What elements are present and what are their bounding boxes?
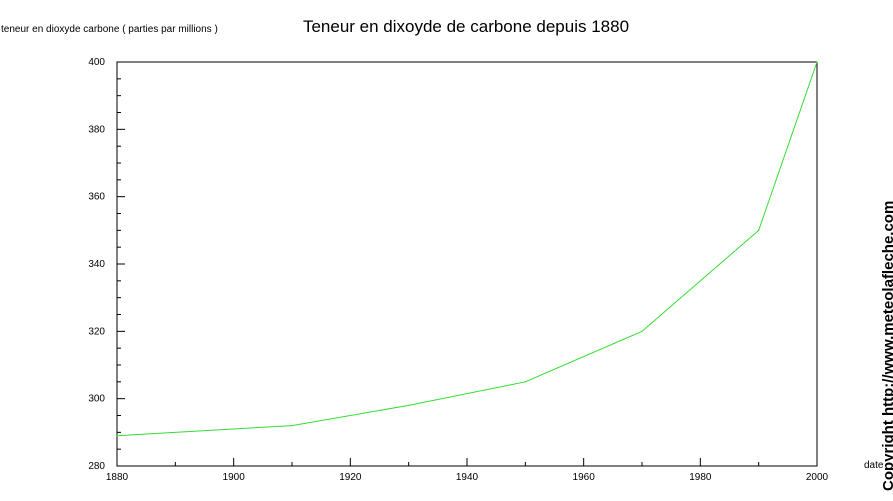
x-tick-label: 1980 (689, 472, 712, 483)
co2-data-point (524, 381, 526, 383)
x-tick-label: 1900 (223, 472, 246, 483)
y-tick-label: 280 (88, 461, 105, 472)
x-tick-label: 2000 (806, 472, 829, 483)
y-tick-label: 400 (88, 57, 105, 68)
x-tick-label: 1920 (339, 472, 362, 483)
co2-data-point (758, 229, 760, 231)
co2-data-point (641, 330, 643, 332)
y-tick-label: 340 (88, 259, 105, 270)
x-tick-label: 1960 (573, 472, 596, 483)
co2-data-point (816, 61, 818, 63)
x-axis-ticks: 1880 1900 1920 1940 1960 1980 2000 (106, 458, 829, 483)
co2-data-point (116, 435, 118, 437)
copyright-watermark: Copyright http://www.meteolafleche.com (880, 201, 893, 491)
x-axis-label: date (864, 460, 884, 471)
y-tick-label: 320 (88, 326, 105, 337)
series-layer (116, 61, 818, 437)
chart-title: Teneur en dixoyde de carbone depuis 1880 (303, 17, 629, 36)
co2-data-point (408, 404, 410, 406)
co2-data-point (291, 425, 293, 427)
y-tick-label: 360 (88, 192, 105, 203)
y-tick-label: 300 (88, 394, 105, 405)
plot-frame (116, 61, 818, 467)
x-tick-label: 1940 (456, 472, 479, 483)
y-axis-label: teneur en dioxyde carbone ( parties par … (1, 24, 218, 35)
y-tick-label: 380 (88, 124, 105, 135)
y-axis-ticks: 280 300 320 340 360 380 400 (88, 57, 125, 472)
co2-series-line (116, 61, 818, 437)
x-tick-label: 1880 (106, 472, 129, 483)
